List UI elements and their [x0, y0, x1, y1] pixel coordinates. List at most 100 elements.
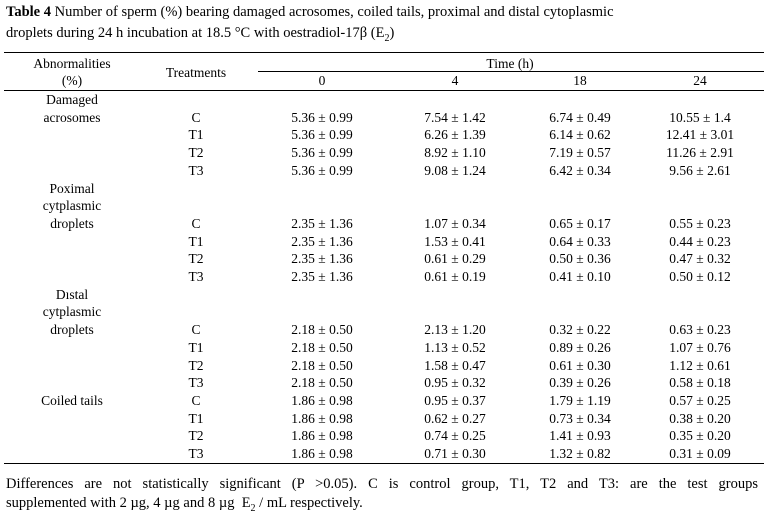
cell-value: 2.35 ± 1.36	[291, 251, 353, 267]
cell-value: 0.31 ± 0.09	[669, 446, 731, 461]
footnote-subscript: 2	[250, 502, 256, 514]
treatment: T3	[188, 269, 204, 284]
cell-value: 2.18 ± 0.50	[291, 375, 353, 391]
cell-value: 1.79 ± 1.19	[549, 392, 611, 408]
caption-text: droplets during 24 h incubation at 18.5 …	[6, 25, 385, 41]
group-label: cytplasmic	[42, 198, 102, 214]
group-label: droplets	[50, 215, 94, 231]
cell-value: 2.18 ± 0.50	[291, 322, 353, 338]
footnote-text: Differences are not statistically signif…	[6, 476, 758, 492]
cell-value: 0.73 ± 0.34	[549, 410, 611, 426]
cell-value: 0.39 ± 0.26	[549, 375, 611, 391]
cell-value: 0.71 ± 0.30	[424, 446, 486, 461]
cell-value: 2.18 ± 0.50	[291, 357, 353, 373]
footnote-text: supplemented with 2 µg, 4 µg and 8 µg E	[6, 495, 251, 511]
rule	[258, 71, 764, 72]
group-label: Poximal	[49, 180, 95, 196]
footnote-line: supplemented with 2 µg, 4 µg and 8 µg E2…	[6, 494, 363, 518]
cell-value: 10.55 ± 1.4	[669, 109, 731, 125]
cell-value: 7.54 ± 1.42	[424, 109, 486, 125]
cell-value: 0.95 ± 0.37	[424, 392, 486, 408]
cell-value: 6.42 ± 0.34	[549, 162, 611, 178]
cell-value: 2.35 ± 1.36	[291, 269, 353, 284]
cell-value: 1.86 ± 0.98	[291, 392, 353, 408]
group-label: acrosomes	[43, 109, 101, 125]
caption-text: Number of sperm (%) bearing damaged acro…	[54, 4, 614, 20]
cell-value: 0.58 ± 0.18	[669, 375, 731, 391]
header-time-point: 24	[693, 73, 707, 88]
group-label: Dıstal	[55, 286, 89, 302]
cell-value: 6.14 ± 0.62	[549, 127, 611, 143]
group-label: Coiled tails	[41, 392, 103, 408]
footnote-close: / mL respectively.	[255, 495, 363, 511]
cell-value: 0.38 ± 0.20	[669, 410, 731, 426]
cell-value: 0.41 ± 0.10	[549, 269, 611, 284]
cell-value: 6.74 ± 0.49	[549, 109, 611, 125]
cell-value: 1.41 ± 0.93	[549, 428, 611, 444]
cell-value: 9.08 ± 1.24	[424, 162, 486, 178]
cell-value: 1.86 ± 0.98	[291, 410, 353, 426]
cell-value: 9.56 ± 2.61	[669, 162, 731, 178]
caption-subscript: 2	[384, 32, 390, 44]
treatment: T3	[188, 446, 204, 461]
caption-line: Table 4 Number of sperm (%) bearing dama…	[6, 3, 614, 21]
treatment: T2	[188, 428, 204, 444]
cell-value: 1.07 ± 0.34	[424, 215, 486, 231]
treatment: T3	[188, 375, 204, 391]
treatment: C	[191, 109, 201, 125]
cell-value: 0.61 ± 0.30	[549, 357, 611, 373]
cell-value: 1.86 ± 0.98	[291, 428, 353, 444]
treatment: T2	[188, 251, 204, 267]
cell-value: 0.32 ± 0.22	[549, 322, 611, 338]
cell-value: 0.95 ± 0.32	[424, 375, 486, 391]
treatment: T1	[188, 233, 204, 249]
header-abnormalities: Abnormalities	[33, 56, 111, 71]
cell-value: 1.53 ± 0.41	[424, 233, 486, 249]
cell-value: 5.36 ± 0.99	[291, 109, 353, 125]
cell-value: 1.12 ± 0.61	[669, 357, 731, 373]
cell-value: 0.64 ± 0.33	[549, 233, 611, 249]
treatment: T1	[188, 127, 204, 143]
header-time-point: 18	[573, 73, 587, 88]
cell-value: 0.55 ± 0.23	[669, 215, 731, 231]
cell-value: 11.26 ± 2.91	[666, 145, 734, 161]
cell-value: 1.07 ± 0.76	[669, 339, 731, 355]
group-label: droplets	[50, 322, 94, 338]
cell-value: 12.41 ± 3.01	[665, 127, 735, 143]
cell-value: 1.58 ± 0.47	[424, 357, 486, 373]
cell-value: 2.35 ± 1.36	[291, 215, 353, 231]
cell-value: 1.86 ± 0.98	[291, 446, 353, 461]
cell-value: 0.63 ± 0.23	[669, 322, 731, 338]
rule	[4, 52, 764, 53]
cell-value: 0.62 ± 0.27	[424, 410, 486, 426]
treatment: C	[191, 322, 201, 338]
treatment: T2	[188, 145, 204, 161]
treatment: C	[191, 392, 201, 408]
caption-line: droplets during 24 h incubation at 18.5 …	[6, 24, 394, 48]
cell-value: 0.74 ± 0.25	[424, 428, 486, 444]
treatment: T2	[188, 357, 204, 373]
cell-value: 2.35 ± 1.36	[291, 233, 353, 249]
group-label: cytplasmic	[42, 304, 102, 320]
cell-value: 6.26 ± 1.39	[424, 127, 486, 143]
cell-value: 2.18 ± 0.50	[291, 339, 353, 355]
cell-value: 0.61 ± 0.19	[424, 269, 486, 284]
rule	[4, 463, 764, 464]
header-time: Time (h)	[486, 56, 534, 71]
group-label: Damaged	[46, 92, 98, 107]
cell-value: 0.35 ± 0.20	[669, 428, 731, 444]
cell-value: 1.13 ± 0.52	[424, 339, 486, 355]
header-time-point: 0	[318, 73, 326, 88]
header-abnormalities: (%)	[61, 73, 83, 88]
caption-close: )	[389, 25, 395, 41]
cell-value: 0.57 ± 0.25	[669, 392, 731, 408]
rule	[4, 90, 764, 91]
cell-value: 1.32 ± 0.82	[549, 446, 611, 461]
header-time-point: 4	[451, 73, 459, 88]
cell-value: 0.44 ± 0.23	[669, 233, 731, 249]
cell-value: 5.36 ± 0.99	[291, 145, 353, 161]
cell-value: 7.19 ± 0.57	[549, 145, 611, 161]
cell-value: 0.89 ± 0.26	[549, 339, 611, 355]
cell-value: 5.36 ± 0.99	[291, 162, 353, 178]
